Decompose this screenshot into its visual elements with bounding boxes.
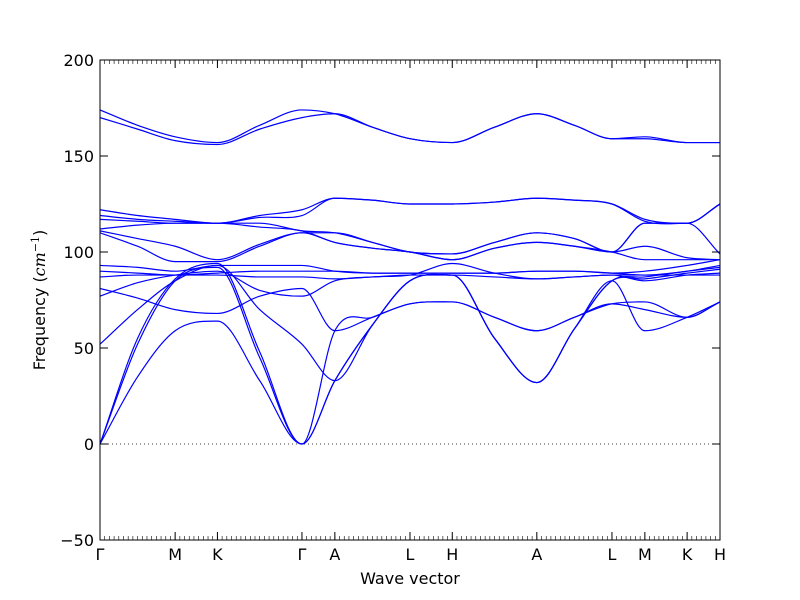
x-tick-label: H xyxy=(446,545,458,564)
x-axis-title: Wave vector xyxy=(360,569,460,588)
x-tick-label: K xyxy=(682,545,693,564)
x-tick-label: M xyxy=(638,545,652,564)
x-tick-label: H xyxy=(714,545,726,564)
axes: −50 0 50 100 150 200 Γ M K Γ A L H A L M K H xyxy=(60,51,726,564)
x-tick-label: L xyxy=(406,545,415,564)
y-tick-label: 150 xyxy=(63,147,94,166)
y-tick-label: −50 xyxy=(60,531,94,550)
branch-line-17 xyxy=(100,109,720,144)
y-tick-label: 200 xyxy=(63,51,94,70)
x-tick-label: K xyxy=(212,545,223,564)
y-tick-label: 50 xyxy=(74,339,94,358)
y-axis-title-close: ) xyxy=(30,230,49,236)
y-tick-label: 100 xyxy=(63,243,94,262)
x-tick-label: A xyxy=(531,545,542,564)
branch-line-7 xyxy=(100,274,720,280)
plot-area xyxy=(100,109,720,445)
y-axis-title-exponent: −1 xyxy=(29,236,42,252)
x-tick-label: L xyxy=(608,545,617,564)
y-axis-title: Frequency (cm−1) xyxy=(29,230,50,371)
branch-line-5 xyxy=(100,287,720,332)
x-tick-label: A xyxy=(329,545,340,564)
branch-line-9 xyxy=(100,259,720,274)
x-tick-label: M xyxy=(168,545,182,564)
branch-line-15 xyxy=(100,197,720,224)
y-tick-label: 0 xyxy=(84,435,94,454)
x-tick-label: Γ xyxy=(96,545,105,564)
y-axis-title-unit: cm xyxy=(30,252,49,276)
y-axis-title-text: Frequency ( xyxy=(30,276,49,370)
x-tick-label: Γ xyxy=(298,545,307,564)
series-group xyxy=(100,109,720,445)
